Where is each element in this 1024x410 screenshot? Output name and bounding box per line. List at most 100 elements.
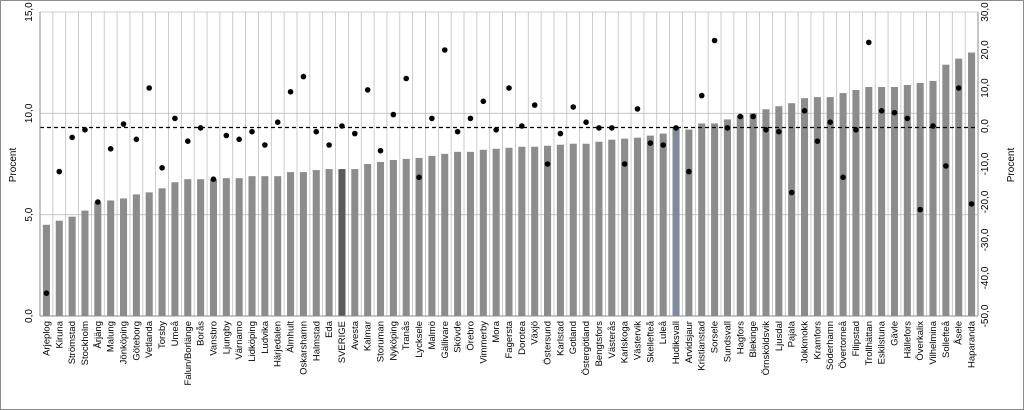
- bar: [595, 141, 603, 316]
- bar: [672, 127, 680, 317]
- y-axis-right-title: Procent: [1006, 148, 1017, 183]
- data-point: [891, 109, 898, 116]
- category-label: Växjö: [530, 321, 541, 345]
- bar: [826, 97, 834, 317]
- data-point: [660, 142, 666, 148]
- category-label: Jönköping: [119, 321, 130, 364]
- data-point: [300, 73, 307, 80]
- category-label: Västerås: [607, 321, 618, 359]
- data-point: [416, 174, 422, 181]
- data-point: [236, 136, 242, 143]
- category-label: Tranås: [401, 321, 412, 350]
- category-label: Trollhättan: [864, 321, 875, 366]
- category-label: Älmhult: [286, 321, 297, 353]
- bar: [312, 170, 320, 316]
- category-label: Söderhamn: [825, 321, 836, 370]
- data-point: [339, 123, 345, 129]
- bar: [801, 98, 809, 316]
- data-point: [621, 161, 628, 167]
- category-label: Kramfors: [812, 321, 823, 360]
- data-point: [801, 108, 808, 114]
- data-point: [968, 201, 975, 207]
- y-axis-left-tick-label: 0,0: [24, 309, 35, 323]
- bar: [184, 179, 192, 316]
- bar: [903, 84, 911, 317]
- bar: [158, 188, 166, 316]
- bar: [608, 139, 616, 316]
- data-point: [788, 189, 795, 196]
- bar: [132, 194, 140, 316]
- y-axis-right-tick-label: -50,0: [980, 304, 991, 327]
- category-label: Pajala: [787, 320, 798, 347]
- data-point: [133, 136, 140, 143]
- bar: [556, 144, 564, 316]
- category-label: Östergötland: [581, 321, 592, 375]
- data-point: [750, 113, 756, 120]
- data-point: [608, 125, 615, 131]
- data-point: [43, 290, 50, 297]
- category-label: Hagfors: [735, 321, 746, 355]
- bar: [274, 176, 282, 316]
- data-point: [698, 92, 705, 99]
- data-point: [377, 147, 384, 154]
- data-point: [441, 47, 448, 53]
- category-label: Värnamo: [234, 321, 245, 360]
- bar: [94, 202, 102, 316]
- bar: [364, 164, 372, 316]
- y-axis-left-title: Procent: [8, 148, 19, 183]
- bar: [544, 145, 552, 316]
- bar: [107, 200, 115, 316]
- data-point: [878, 108, 885, 114]
- data-point: [403, 75, 410, 82]
- data-point: [184, 138, 191, 144]
- category-label: Ludvika: [260, 320, 271, 353]
- data-point: [454, 128, 461, 135]
- bar: [119, 198, 128, 316]
- bar: [428, 155, 436, 316]
- category-label: Falun/Borlänge: [183, 321, 194, 385]
- data-point: [865, 39, 872, 46]
- data-point: [274, 119, 281, 125]
- category-label: Sundsvall: [722, 321, 733, 362]
- data-point: [223, 132, 230, 139]
- category-label: Vansbro: [208, 321, 219, 356]
- bar: [145, 192, 153, 316]
- data-point: [56, 168, 63, 175]
- bar: [968, 52, 976, 317]
- category-label: Gällivare: [440, 321, 451, 359]
- data-point: [429, 115, 435, 122]
- data-point: [737, 113, 744, 120]
- data-point: [197, 125, 204, 131]
- category-label: Övertorneå: [838, 320, 849, 368]
- data-point: [120, 121, 127, 127]
- category-label: Gotland: [568, 321, 579, 354]
- category-label: Fagersta: [504, 320, 515, 358]
- category-label: Karlskoga: [620, 320, 631, 363]
- category-label: Ljungby: [221, 321, 232, 355]
- bar: [762, 109, 770, 316]
- category-label: Luleå: [658, 320, 669, 344]
- bar: [222, 178, 230, 316]
- y-axis-right-tick-label: 20,0: [980, 40, 991, 60]
- bar: [351, 169, 359, 316]
- bar: [505, 147, 513, 316]
- bar: [338, 169, 346, 316]
- bar: [813, 97, 821, 317]
- category-label: Eda: [324, 320, 335, 338]
- y-axis-right-tick-label: -30,0: [980, 228, 991, 251]
- data-point: [917, 206, 923, 213]
- y-axis-left-tick-label: 15,0: [24, 2, 35, 22]
- bar: [775, 106, 783, 317]
- data-point: [480, 98, 487, 105]
- bar: [402, 158, 410, 316]
- data-point: [673, 125, 679, 131]
- bar: [723, 119, 731, 316]
- category-label: Överkalix: [915, 321, 926, 361]
- bar: [248, 176, 256, 316]
- bar: [916, 82, 924, 316]
- category-label: Örebro: [465, 321, 476, 351]
- category-label: Vetlanda: [144, 320, 155, 358]
- bar: [492, 148, 500, 316]
- bar: [171, 182, 179, 316]
